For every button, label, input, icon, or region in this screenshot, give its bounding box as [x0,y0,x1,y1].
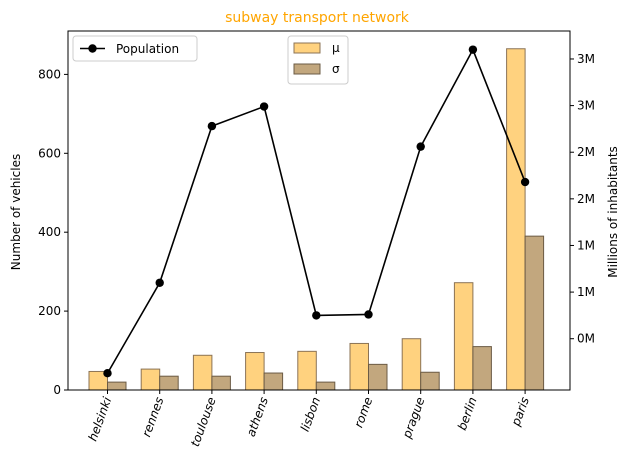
bar-sigma-paris [524,235,545,391]
plot-frame [67,30,571,391]
population-point-lisbon [312,311,321,320]
bars-layer [88,48,545,391]
right-tick-label: 2M [577,145,595,159]
x-axis-ticks: helsinki rennes toulouse athens lisbon rome pr… [85,390,532,448]
right-tick-label: 0M [577,332,595,346]
left-axis-ticks: 0 200 400 600 800 [38,67,68,397]
right-axis-ticks: 0M 1M 1M 2M 2M 3M 3M [570,52,595,346]
bar-mu-lisbon [297,350,317,391]
bar-sigma-toulouse [211,375,231,391]
population-line-layer [103,45,530,378]
bar-sigma-prague [420,371,440,391]
legend-sigma-label: σ [332,62,340,76]
legend-sigma-swatch [293,63,321,75]
legend-mu-swatch [293,42,321,54]
bar-mu-rome [349,342,369,391]
right-tick-label: 2M [577,192,595,206]
bar-sigma-berlin [472,346,492,391]
x-tick-label-rome: rome [351,395,375,429]
left-tick-label: 800 [38,67,61,81]
x-tick-label-lisbon: lisbon [298,395,323,433]
bar-sigma-lisbon [315,381,336,391]
right-tick-label: 1M [577,238,595,252]
line-legend: Population [72,35,198,62]
legend-population-marker [88,44,97,53]
population-point-prague [416,142,425,151]
x-tick-label-rennes: rennes [139,395,166,438]
x-tick-label-athens: athens [244,395,271,438]
bar-mu-athens [245,352,265,391]
legend-mu-label: μ [332,41,340,55]
bar-sigma-athens [263,372,284,391]
left-tick-label: 600 [38,146,61,160]
x-tick-label-toulouse: toulouse [188,395,219,448]
right-tick-label: 3M [577,99,595,113]
bar-sigma-helsinki [107,381,127,391]
right-tick-label: 1M [577,285,595,299]
bar-legend: μ σ [287,35,349,85]
bar-mu-toulouse [192,354,213,391]
x-tick-label-paris: paris [508,395,532,428]
population-point-paris [520,177,530,187]
left-tick-label: 200 [38,304,61,318]
bar-sigma-rome [368,363,388,391]
population-point-rome [364,310,373,319]
left-tick-label: 0 [53,383,61,397]
bar-mu-berlin [453,282,474,391]
x-tick-label-prague: prague [399,395,427,441]
right-axis-label: Millions of inhabitants [606,146,620,278]
chart-title: subway transport network [225,10,410,26]
legend-population-label: Population [116,42,179,56]
bar-mu-prague [401,338,422,391]
bar-mu-paris [506,48,526,391]
x-tick-label-berlin: berlin [455,395,480,432]
left-axis-label: Number of vehicles [9,154,23,270]
bar-sigma-rennes [159,375,179,391]
population-point-toulouse [207,121,217,131]
left-tick-label: 400 [38,225,61,239]
bar-mu-rennes [140,368,161,391]
population-point-helsinki [103,369,112,378]
right-tick-label: 3M [577,52,595,66]
x-tick-label-helsinki: helsinki [85,395,114,443]
population-point-berlin [468,45,478,54]
population-point-athens [259,102,269,111]
population-point-rennes [155,278,164,287]
